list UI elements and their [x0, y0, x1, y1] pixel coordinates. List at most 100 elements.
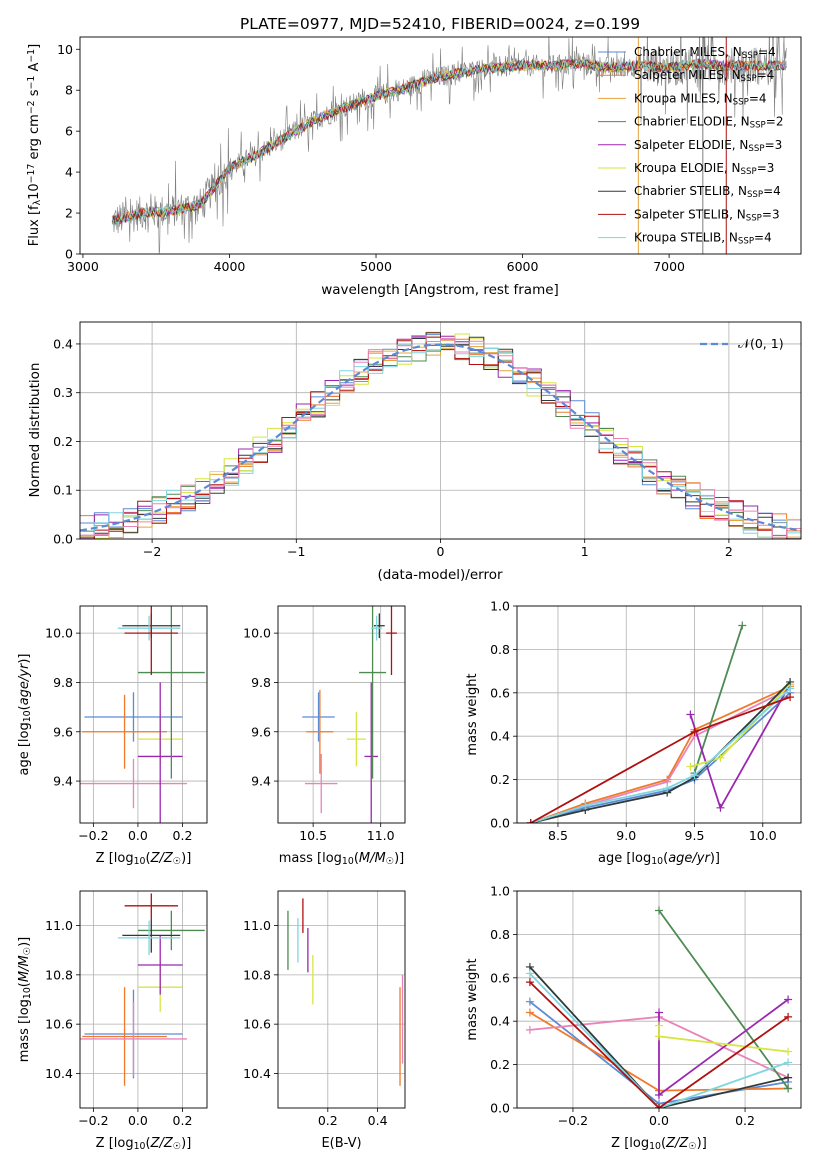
plot-area: [80, 606, 205, 823]
x-tick-label: 10.0: [749, 828, 777, 843]
x-axis-label: (data-model)/error: [377, 567, 503, 583]
legend-label: Kroupa ELODIE, NSSP=3: [634, 161, 774, 177]
plus-marker: [686, 710, 695, 719]
panel-spectrum: 3000 4000 5000 6000 7000 0 2 4 6 8 10 Chabrier MILE…: [26, 36, 802, 298]
plot-area: [111, 37, 787, 254]
plus-marker: [786, 693, 795, 702]
plus-marker: [784, 1012, 793, 1021]
x-tick-label: 6000: [507, 259, 539, 274]
y-tick-label: 10.0: [45, 626, 73, 641]
y-tick-label: 9.8: [53, 675, 73, 690]
panel-mass-vs-Z: −0.2 0.0 0.2 10.4 10.6 10.8 11.0 Z [log10(Z/Z☉)…: [17, 890, 208, 1152]
weight-line: [530, 696, 791, 823]
plus-marker: [526, 819, 535, 823]
weight-line: [529, 981, 789, 1108]
y-tick-label: 9.8: [251, 675, 271, 690]
y-tick-label: 0.4: [490, 1014, 510, 1029]
y-tick-label: 11.0: [243, 918, 271, 933]
x-axis-label: age [log10(age/yr)]: [598, 851, 720, 867]
y-axis-label: mass weight: [465, 673, 480, 755]
y-tick-label: 10.6: [45, 1017, 73, 1032]
x-tick-label: 11.0: [367, 828, 395, 843]
plus-marker: [690, 727, 699, 736]
x-tick-label: −0.2: [78, 828, 108, 843]
legend-label: Chabrier MILES, NSSP=4: [634, 45, 776, 61]
weight-line: [658, 998, 789, 1097]
y-tick-label: 0.2: [490, 772, 510, 787]
plus-marker: [525, 978, 534, 987]
plus-marker: [784, 1058, 793, 1067]
plus-marker: [655, 1104, 663, 1108]
x-tick-label: 0.0: [128, 828, 148, 843]
axes-frame: [79, 36, 802, 255]
x-tick-label: 5000: [360, 259, 392, 274]
plus-marker: [716, 803, 725, 812]
plot-area: [80, 331, 801, 539]
plus-marker: [655, 1008, 663, 1017]
x-axis-label: Z [log10(Z/Z☉)]: [96, 1136, 192, 1152]
legend-label: Salpeter STELIB, NSSP=3: [634, 207, 780, 223]
legend-label: Salpeter ELODIE, NSSP=3: [634, 138, 782, 154]
panel-residuals: −2 −1 0 1 2 0.0 0.1 0.2 0.3 0.4 𝒩(0, 1) (data-model…: [27, 321, 802, 583]
x-tick-label: 0.2: [173, 828, 193, 843]
plus-marker: [784, 995, 793, 1004]
y-tick-label: 0: [65, 247, 73, 262]
y-axis-label: mass weight: [465, 958, 480, 1040]
x-tick-label: 0.2: [735, 1113, 755, 1128]
y-tick-label: 0.4: [53, 336, 73, 351]
weight-line: [530, 692, 791, 823]
y-tick-label: 0.0: [53, 532, 73, 547]
y-tick-label: 9.4: [251, 774, 271, 789]
x-tick-label: −2: [143, 544, 161, 559]
y-tick-label: 10.4: [45, 1066, 73, 1081]
y-tick-label: 0.6: [490, 685, 510, 700]
plus-marker: [784, 1073, 793, 1082]
y-tick-label: 10: [57, 42, 73, 57]
y-tick-label: 0.8: [490, 642, 510, 657]
y-tick-label: 10.0: [243, 626, 271, 641]
plus-marker: [525, 1025, 534, 1034]
x-axis-label: E(B-V): [321, 1136, 361, 1151]
y-tick-label: 0.8: [490, 927, 510, 942]
x-tick-label: 9.5: [685, 828, 705, 843]
x-tick-label: 0.2: [173, 1113, 193, 1128]
x-tick-label: −1: [287, 544, 305, 559]
panel-age-vs-mass: 10.5 11.0 9.4 9.6 9.8 10.0 mass [log10(M/M☉)]: [243, 605, 406, 867]
x-tick-label: 9.0: [616, 828, 636, 843]
plot-area: [80, 893, 205, 1086]
y-axis-label: mass [log10(M/M☉)]: [17, 937, 33, 1063]
legend-label: Chabrier ELODIE, NSSP=2: [634, 115, 783, 131]
axes-frame: [79, 890, 208, 1109]
axes-frame: [516, 890, 802, 1109]
y-axis-label: Flux [fλ10−17 erg cm−2 s−1 A−1]: [26, 44, 43, 246]
x-tick-label: 0: [437, 544, 445, 559]
x-axis-label: Z [log10(Z/Z☉)]: [611, 1136, 707, 1152]
weight-line: [530, 687, 791, 823]
histogram-step: [80, 335, 801, 538]
y-tick-label: 0.2: [53, 434, 73, 449]
x-tick-label: 0.0: [649, 1113, 669, 1128]
plus-marker: [525, 969, 534, 978]
plus-marker: [525, 997, 534, 1006]
axes-frame: [79, 321, 802, 540]
axes-frame: [277, 890, 406, 1109]
model-line: [111, 58, 787, 226]
panel-mass-vs-ebv: 0.2 0.4 10.4 10.6 10.8 11.0 E(B-V): [243, 890, 406, 1151]
plus-marker: [784, 1047, 793, 1056]
plus-marker: [686, 762, 695, 771]
plot-area: [526, 621, 795, 823]
y-tick-label: 0.0: [490, 1101, 510, 1116]
plot-area: [287, 898, 404, 1086]
y-tick-label: 1.0: [490, 599, 510, 614]
panel-age-vs-Z: −0.2 0.0 0.2 9.4 9.6 9.8 10.0 Z [log10(Z/Z☉)] ag…: [17, 605, 208, 867]
plus-marker: [655, 1032, 663, 1041]
weight-line: [658, 909, 789, 1090]
x-tick-label: 0.0: [128, 1113, 148, 1128]
y-tick-label: 11.0: [45, 918, 73, 933]
weight-line: [529, 972, 789, 1108]
x-tick-label: 0.4: [368, 1113, 388, 1128]
axes-frame: [277, 605, 406, 824]
y-tick-label: 10.8: [45, 967, 73, 982]
x-tick-label: −0.2: [78, 1113, 108, 1128]
y-tick-label: 0.4: [490, 729, 510, 744]
